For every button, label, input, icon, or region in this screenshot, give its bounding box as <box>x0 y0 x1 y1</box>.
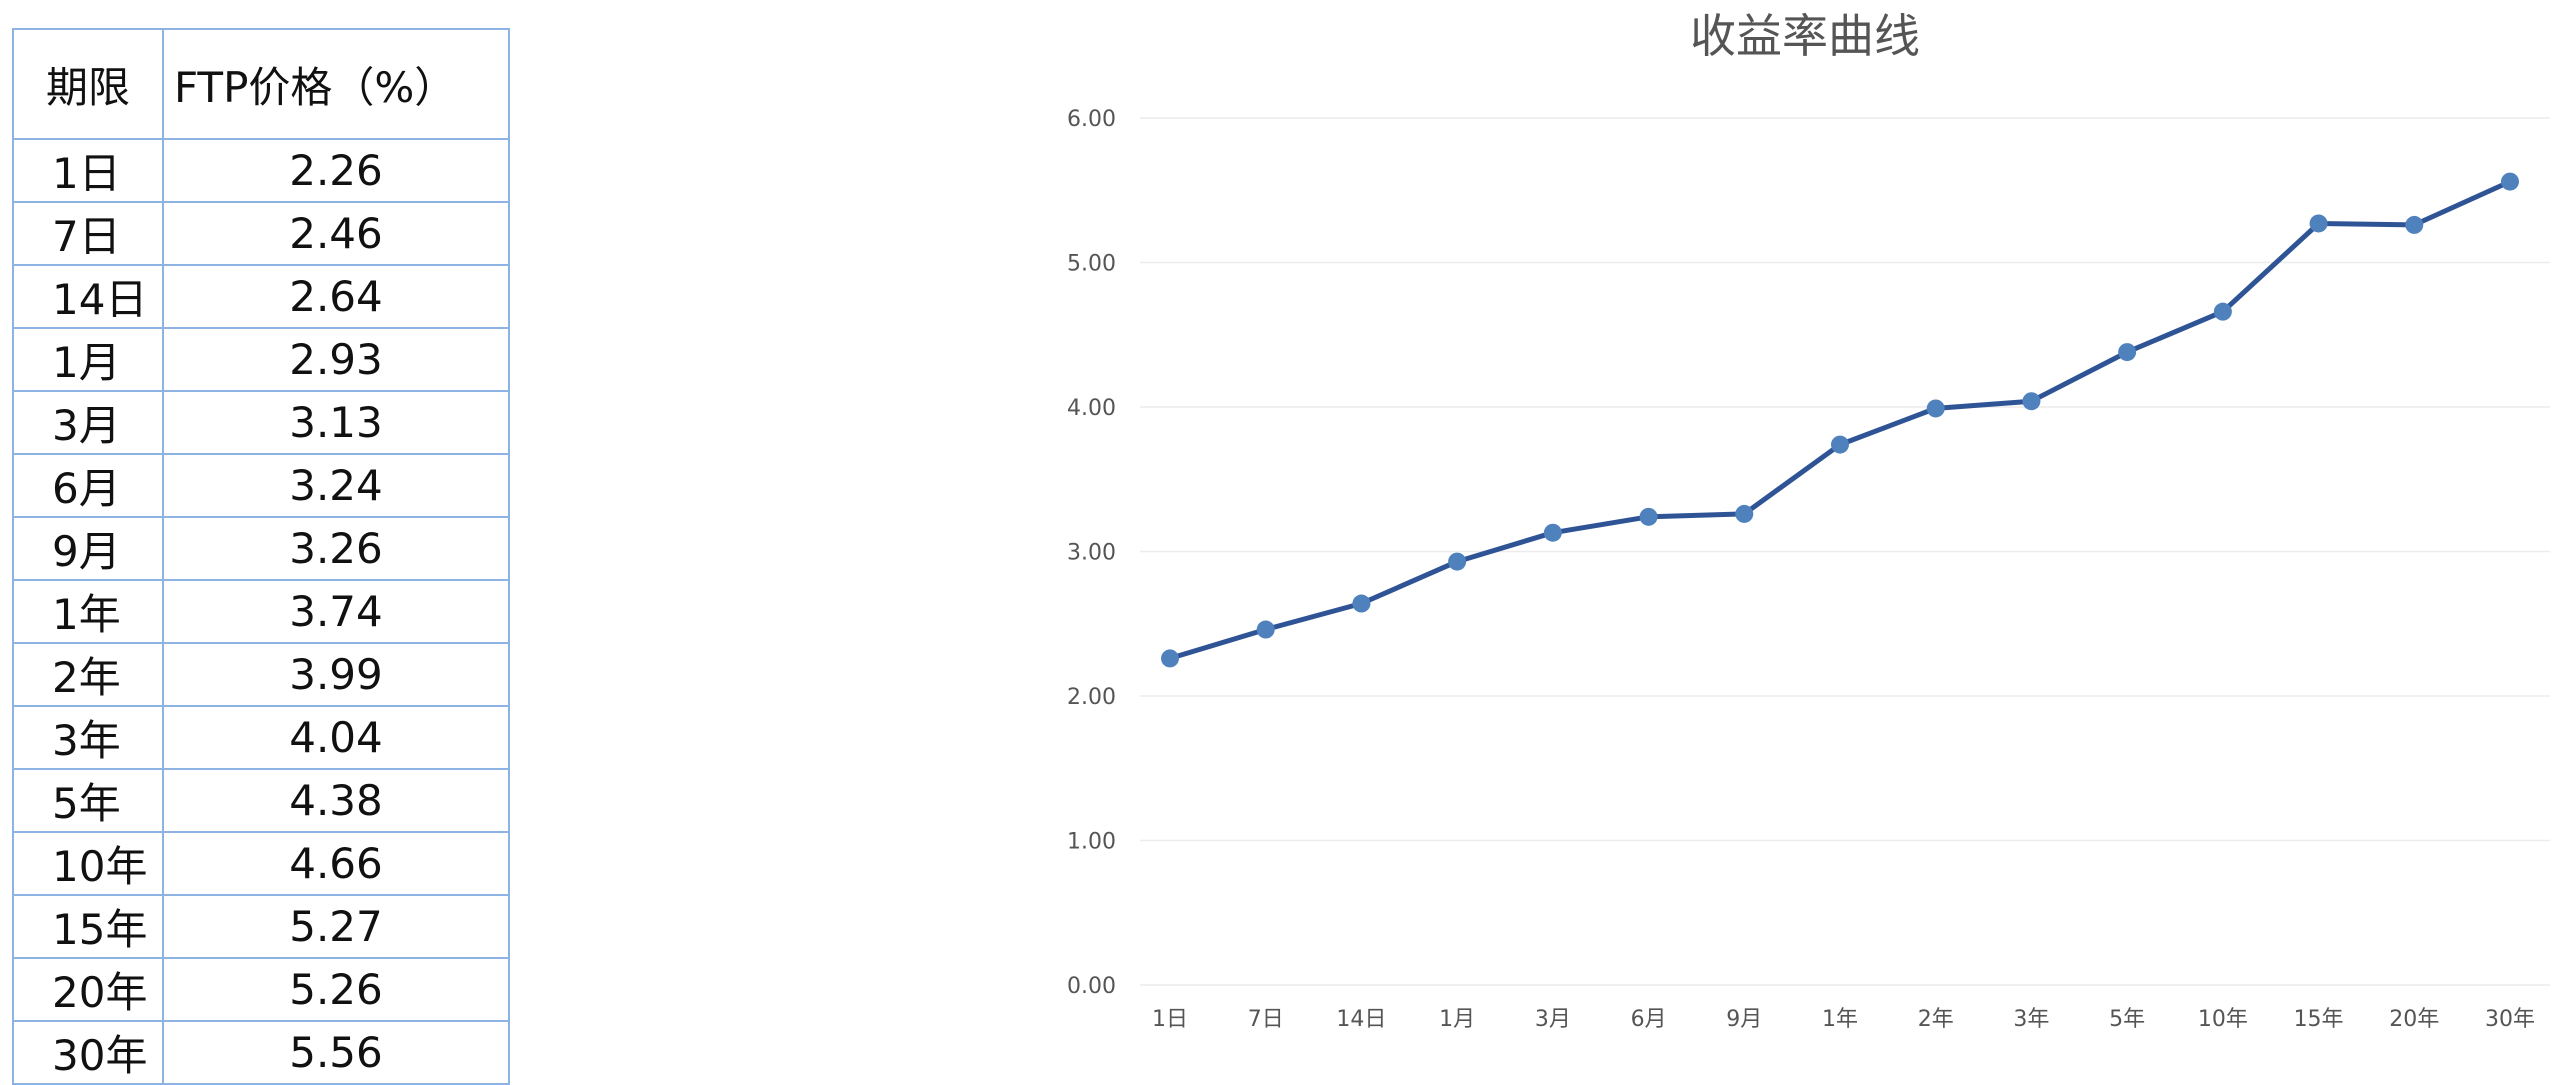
term-cell: 14日 <box>12 264 164 329</box>
y-tick-label: 0.00 <box>1067 974 1116 999</box>
x-tick-label: 3年 <box>2013 1007 2049 1032</box>
term-cell: 5年 <box>12 768 164 833</box>
term-cell: 1年 <box>12 579 164 644</box>
x-tick-label: 2年 <box>1918 1007 1954 1032</box>
ftp-price-cell: 3.74 <box>162 579 510 644</box>
term-cell: 15年 <box>12 894 164 959</box>
term-cell: 10年 <box>12 831 164 896</box>
term-cell: 30年 <box>12 1020 164 1085</box>
ftp-price-cell: 4.38 <box>162 768 510 833</box>
ftp-price-cell: 5.26 <box>162 957 510 1022</box>
ftp-price-table: 期限 FTP价格（%） 1日 2.26 7日 2.46 14日 2.64 1月 2.93 3月 3… <box>12 28 510 1085</box>
data-point <box>1926 399 1945 418</box>
x-tick-label: 1日 <box>1152 1007 1188 1032</box>
x-tick-label: 15年 <box>2294 1007 2344 1032</box>
x-tick-label: 10年 <box>2198 1007 2248 1032</box>
table-row: 20年 5.26 <box>12 957 510 1022</box>
term-cell: 20年 <box>12 957 164 1022</box>
table-row: 2年 3.99 <box>12 642 510 707</box>
data-point <box>1831 435 1849 454</box>
data-point <box>1256 620 1275 639</box>
term-cell: 1月 <box>12 327 164 392</box>
ftp-price-cell: 2.26 <box>162 138 510 203</box>
ftp-price-cell: 3.13 <box>162 390 510 455</box>
y-tick-label: 2.00 <box>1067 685 1116 710</box>
data-point <box>1161 649 1179 668</box>
x-tick-label: 5年 <box>2109 1007 2145 1032</box>
y-tick-label: 5.00 <box>1067 252 1116 277</box>
table-header-row: 期限 FTP价格（%） <box>12 28 510 140</box>
term-cell: 7日 <box>12 201 164 266</box>
gridlines <box>1140 117 2550 986</box>
data-point <box>2309 214 2328 233</box>
term-cell: 9月 <box>12 516 164 581</box>
ftp-price-cell: 5.56 <box>162 1020 510 1085</box>
ftp-price-cell: 3.24 <box>162 453 510 518</box>
x-tick-label: 3月 <box>1535 1007 1571 1032</box>
table-row: 14日 2.64 <box>12 264 510 329</box>
term-cell: 3月 <box>12 390 164 455</box>
header-term: 期限 <box>12 28 164 140</box>
term-cell: 1日 <box>12 138 164 203</box>
table-row: 1日 2.26 <box>12 138 510 203</box>
data-point <box>1735 504 1754 523</box>
data-point <box>1639 507 1658 526</box>
table-row: 3月 3.13 <box>12 390 510 455</box>
y-tick-label: 1.00 <box>1067 830 1116 855</box>
table-row: 15年 5.27 <box>12 894 510 959</box>
data-point <box>2022 392 2041 411</box>
x-tick-label: 1年 <box>1822 1007 1858 1032</box>
x-tick-label: 9月 <box>1726 1007 1762 1032</box>
x-axis-ticks: 1日 7日 14日 1月 3月 6月 9月 1年 2年 3年 5年 10年 15年 20年 30年 <box>1152 1007 2535 1032</box>
ftp-price-cell: 2.46 <box>162 201 510 266</box>
y-tick-label: 4.00 <box>1067 396 1116 421</box>
data-point <box>2118 343 2137 362</box>
y-tick-label: 3.00 <box>1067 541 1116 566</box>
header-ftp-price: FTP价格（%） <box>162 28 510 140</box>
y-axis-ticks: 0.00 1.00 2.00 3.00 4.00 5.00 6.00 <box>1067 107 1116 999</box>
y-tick-label: 6.00 <box>1067 107 1116 132</box>
table-row: 1年 3.74 <box>12 579 510 644</box>
x-tick-label: 30年 <box>2485 1007 2535 1032</box>
table-row: 10年 4.66 <box>12 831 510 896</box>
ftp-price-cell: 3.26 <box>162 516 510 581</box>
table-row: 1月 2.93 <box>12 327 510 392</box>
x-tick-label: 6月 <box>1631 1007 1667 1032</box>
x-tick-label: 14日 <box>1336 1007 1386 1032</box>
term-cell: 3年 <box>12 705 164 770</box>
ftp-price-cell: 2.64 <box>162 264 510 329</box>
ftp-price-cell: 5.27 <box>162 894 510 959</box>
data-point <box>2213 302 2232 321</box>
data-point <box>2501 172 2519 191</box>
x-tick-label: 1月 <box>1439 1007 1475 1032</box>
data-point <box>1543 523 1562 542</box>
table-row: 9月 3.26 <box>12 516 510 581</box>
term-cell: 2年 <box>12 642 164 707</box>
table-row: 5年 4.38 <box>12 768 510 833</box>
data-point <box>2405 215 2424 234</box>
table-row: 7日 2.46 <box>12 201 510 266</box>
table-row: 6月 3.24 <box>12 453 510 518</box>
data-point <box>1448 552 1467 571</box>
data-markers <box>1161 172 2519 668</box>
ftp-price-cell: 4.04 <box>162 705 510 770</box>
ftp-price-cell: 4.66 <box>162 831 510 896</box>
ftp-price-cell: 2.93 <box>162 327 510 392</box>
x-tick-label: 7日 <box>1248 1007 1284 1032</box>
chart-title: 收益率曲线 <box>1690 9 1920 63</box>
table-row: 30年 5.56 <box>12 1020 510 1085</box>
x-tick-label: 20年 <box>2389 1007 2439 1032</box>
table-row: 3年 4.04 <box>12 705 510 770</box>
yield-series-line <box>1169 179 2512 661</box>
data-point <box>1352 594 1371 613</box>
term-cell: 6月 <box>12 453 164 518</box>
ftp-price-cell: 3.99 <box>162 642 510 707</box>
